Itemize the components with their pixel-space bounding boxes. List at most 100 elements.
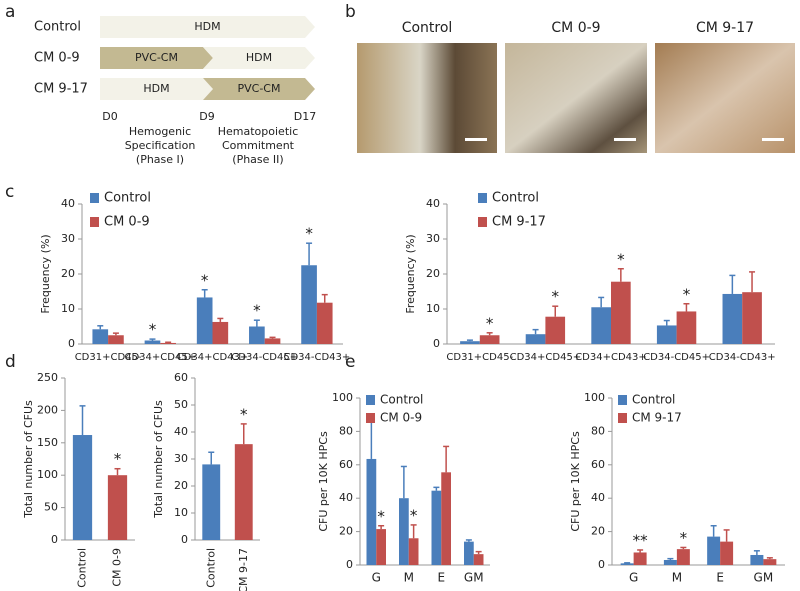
significance-mark: * <box>114 450 122 468</box>
row-label: Control <box>34 20 81 35</box>
micrograph-title: CM 0-9 <box>551 20 600 36</box>
legend-label: CM 0-9 <box>380 411 422 425</box>
x-tick-label: E <box>437 571 445 585</box>
y-tick-label: 0 <box>68 337 75 350</box>
x-tick-label: CD34+CD45+ <box>510 352 582 363</box>
x-tick-label: E <box>716 571 724 585</box>
bar <box>196 297 213 344</box>
bar <box>92 329 109 344</box>
significance-mark: * <box>680 529 688 547</box>
bar <box>249 326 265 344</box>
segment-label: HDM <box>143 82 169 95</box>
x-tick-label: GM <box>464 571 484 585</box>
y-tick-label: 60 <box>174 371 188 384</box>
x-tick-label: M <box>404 571 414 585</box>
bar <box>620 563 634 565</box>
legend-swatch <box>618 413 627 423</box>
bar <box>591 307 611 344</box>
x-tick-label: CD34-CD45+ <box>643 352 710 363</box>
legend-swatch <box>366 395 375 405</box>
legend-label: Control <box>492 191 539 206</box>
bar <box>301 265 317 344</box>
bar <box>722 293 743 344</box>
y-axis-label: Frequency (%) <box>404 234 417 313</box>
legend-swatch <box>478 193 487 203</box>
bar <box>611 281 631 344</box>
x-tick-label: CM 9-17 <box>237 548 250 591</box>
panel-label: e <box>345 352 355 372</box>
y-tick-label: 30 <box>426 232 440 245</box>
panel-label: a <box>5 2 15 22</box>
bar <box>464 541 474 565</box>
bar <box>720 541 734 565</box>
micrograph-title: CM 9-17 <box>696 20 754 36</box>
significance-mark: * <box>201 271 209 289</box>
y-axis-label: CFU per 10K HPCs <box>569 431 582 532</box>
y-tick-label: 20 <box>591 525 605 538</box>
y-tick-label: 0 <box>346 558 353 571</box>
significance-mark: * <box>305 225 313 243</box>
y-tick-label: 0 <box>433 337 440 350</box>
legend-label: CM 9-17 <box>492 215 546 230</box>
panel-label: d <box>5 352 16 372</box>
significance-mark: * <box>377 507 385 525</box>
phase-label: (Phase II) <box>232 153 283 166</box>
x-tick-label: G <box>372 571 381 585</box>
bar <box>264 338 281 344</box>
legend-label: CM 0-9 <box>104 215 150 230</box>
phase-label: Hematopoietic <box>218 125 299 138</box>
legend-swatch <box>478 217 487 227</box>
x-tick-label: Control <box>76 548 89 588</box>
bar <box>366 458 377 565</box>
bar <box>72 435 93 540</box>
segment-label: HDM <box>246 51 272 64</box>
row-label: CM 0-9 <box>34 51 80 66</box>
y-tick-label: 50 <box>174 398 188 411</box>
significance-mark: * <box>410 506 418 524</box>
legend-swatch <box>90 217 99 227</box>
y-tick-label: 40 <box>61 197 75 210</box>
y-tick-label: 80 <box>339 424 353 437</box>
y-tick-label: 40 <box>591 491 605 504</box>
phase-label: (Phase I) <box>136 153 184 166</box>
legend-label: Control <box>380 393 423 407</box>
significance-mark: * <box>253 302 261 320</box>
bar <box>408 538 419 565</box>
x-tick-label: CM 0-9 <box>111 548 124 587</box>
x-tick-label: CD34-CD45+ <box>231 352 298 363</box>
timeline-segment <box>100 47 213 69</box>
y-tick-label: 150 <box>37 436 58 449</box>
x-tick-label: Control <box>204 548 217 588</box>
bar <box>750 554 764 565</box>
bar <box>663 559 677 565</box>
timeline-segment <box>100 78 213 100</box>
x-tick-label: CD34+CD43+ <box>575 352 647 363</box>
legend-swatch <box>90 193 99 203</box>
day-label: D17 <box>294 110 316 123</box>
y-tick-label: 100 <box>332 391 353 404</box>
y-tick-label: 80 <box>591 424 605 437</box>
y-tick-label: 20 <box>174 479 188 492</box>
panel-label: b <box>345 2 356 22</box>
x-tick-label: CD34+CD45+ <box>125 352 197 363</box>
day-label: D0 <box>102 110 117 123</box>
timeline-segment <box>203 47 315 69</box>
scale-bar <box>465 138 487 141</box>
y-tick-label: 200 <box>37 403 58 416</box>
scale-bar <box>614 138 636 141</box>
y-tick-label: 100 <box>584 391 605 404</box>
y-axis-label: Frequency (%) <box>39 234 52 313</box>
bar <box>676 311 697 344</box>
segment-label: HDM <box>194 20 220 33</box>
y-tick-label: 40 <box>339 491 353 504</box>
bar <box>633 552 647 565</box>
panel-label: c <box>5 182 14 202</box>
y-axis-label: Total number of CFUs <box>22 400 35 519</box>
y-tick-label: 10 <box>61 302 75 315</box>
y-tick-label: 10 <box>174 506 188 519</box>
phase-label: Specification <box>125 139 196 152</box>
segment-label: PVC-CM <box>238 82 281 95</box>
bar <box>108 335 124 344</box>
x-tick-label: CD34-CD43+ <box>709 352 776 363</box>
significance-mark: * <box>617 250 625 268</box>
